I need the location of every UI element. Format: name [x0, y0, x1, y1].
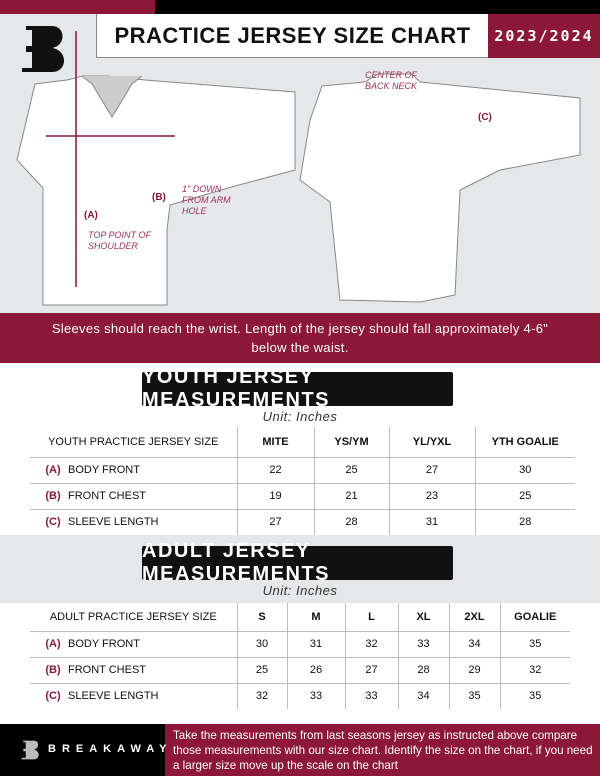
header-cell: S [237, 603, 288, 632]
breakaway-logo-small [21, 740, 39, 760]
table-row: (C) SLEEVE LENGTH 32 33 33 34 35 35 [30, 683, 570, 709]
instruction-banner: Sleeves should reach the wrist. Length o… [0, 313, 600, 363]
cell: 31 [287, 631, 346, 658]
cell: 25 [314, 457, 390, 484]
cell: 32 [500, 657, 570, 684]
brand-name: BREAKAWAY [48, 743, 173, 755]
cell: 22 [237, 457, 315, 484]
arm-hole-note: 1" DOWN FROM ARM HOLE [182, 184, 231, 216]
cell: 28 [398, 657, 450, 684]
label-b: (B) [152, 192, 166, 203]
footer-instructions: Take the measurements from last seasons … [173, 729, 593, 772]
cell: 33 [398, 631, 450, 658]
label-c: (C) [478, 112, 492, 123]
header-cell: L [345, 603, 399, 632]
cell: 31 [389, 509, 476, 535]
table-row: (A) BODY FRONT 30 31 32 33 34 35 [30, 631, 570, 658]
cell: 27 [389, 457, 476, 484]
youth-section-title: YOUTH JERSEY MEASUREMENTS [142, 366, 453, 411]
table-row: (A) BODY FRONT 22 25 27 30 [30, 457, 575, 484]
table-header-row: ADULT PRACTICE JERSEY SIZE S M L XL 2XL … [30, 603, 570, 632]
footer: BREAKAWAY Take the measurements from las… [0, 724, 600, 776]
header-cell: YTH GOALIE [475, 427, 575, 458]
breakaway-logo [22, 26, 64, 72]
cell: 26 [287, 657, 346, 684]
header-cell: GOALIE [500, 603, 570, 632]
cell: 23 [389, 483, 476, 510]
cell: 19 [237, 483, 315, 510]
top-bar [0, 0, 600, 14]
cell: 28 [314, 509, 390, 535]
cell: 27 [345, 657, 399, 684]
table-row: (B) FRONT CHEST 25 26 27 28 29 32 [30, 657, 570, 684]
cell: 25 [237, 657, 288, 684]
cell: 28 [519, 516, 532, 529]
header-cell: M [287, 603, 346, 632]
table-row: (B) FRONT CHEST 19 21 23 25 [30, 483, 575, 510]
cell: 27 [237, 509, 315, 535]
row-label: SLEEVE LENGTH [68, 516, 159, 529]
cell: 32 [237, 683, 288, 709]
cell: 34 [449, 631, 501, 658]
center-back-neck-note: CENTER OF BACK NECK [365, 70, 418, 91]
cell: 25 [475, 483, 575, 510]
header-cell: ADULT PRACTICE JERSEY SIZE [30, 603, 238, 632]
cell: 35 [500, 631, 570, 658]
season-badge: 2023/2024 [488, 14, 600, 58]
row-letter: (B) [45, 490, 61, 502]
jersey-diagram-area [0, 14, 600, 313]
row-label: SLEEVE LENGTH [68, 690, 159, 703]
adult-size-table: ADULT PRACTICE JERSEY SIZE S M L XL 2XL … [30, 603, 570, 709]
page-title: PRACTICE JERSEY SIZE CHART [96, 14, 488, 58]
row-label: BODY FRONT [68, 464, 140, 476]
cell: 33 [345, 683, 399, 709]
row-label: FRONT CHEST [68, 664, 147, 676]
table-header-row: YOUTH PRACTICE JERSEY SIZE MITE YS/YM YL… [30, 427, 575, 458]
youth-size-table: YOUTH PRACTICE JERSEY SIZE MITE YS/YM YL… [30, 427, 575, 535]
instruction-text: Sleeves should reach the wrist. Length o… [51, 321, 549, 355]
table-row: (C) SLEEVE LENGTH 27 28 31 28 [30, 509, 575, 535]
adult-unit: Unit: Inches [262, 583, 338, 598]
header-cell: 2XL [449, 603, 501, 632]
cell: 21 [314, 483, 390, 510]
header-cell: YOUTH PRACTICE JERSEY SIZE [30, 427, 238, 458]
row-letter: (A) [45, 464, 61, 476]
youth-unit: Unit: Inches [262, 409, 338, 424]
cell: 35 [449, 683, 501, 709]
row-letter: (C) [45, 690, 61, 703]
label-a: (A) [84, 210, 98, 221]
cell: 35 [529, 690, 542, 703]
header-cell: XL [398, 603, 450, 632]
row-letter: (A) [45, 638, 61, 650]
adult-section-title: ADULT JERSEY MEASUREMENTS [142, 540, 453, 585]
cell: 29 [449, 657, 501, 684]
header-cell: MITE [237, 427, 315, 458]
header-cell: YL/YXL [389, 427, 476, 458]
row-letter: (B) [45, 664, 61, 676]
cell: 34 [398, 683, 450, 709]
cell: 30 [237, 631, 288, 658]
shoulder-note: TOP POINT OF SHOULDER [88, 230, 151, 251]
row-label: BODY FRONT [68, 638, 140, 650]
cell: 32 [345, 631, 399, 658]
row-letter: (C) [45, 516, 61, 529]
header-cell: YS/YM [314, 427, 390, 458]
cell: 33 [287, 683, 346, 709]
cell: 30 [475, 457, 575, 484]
row-label: FRONT CHEST [68, 490, 147, 502]
jersey-diagram [16, 31, 581, 306]
